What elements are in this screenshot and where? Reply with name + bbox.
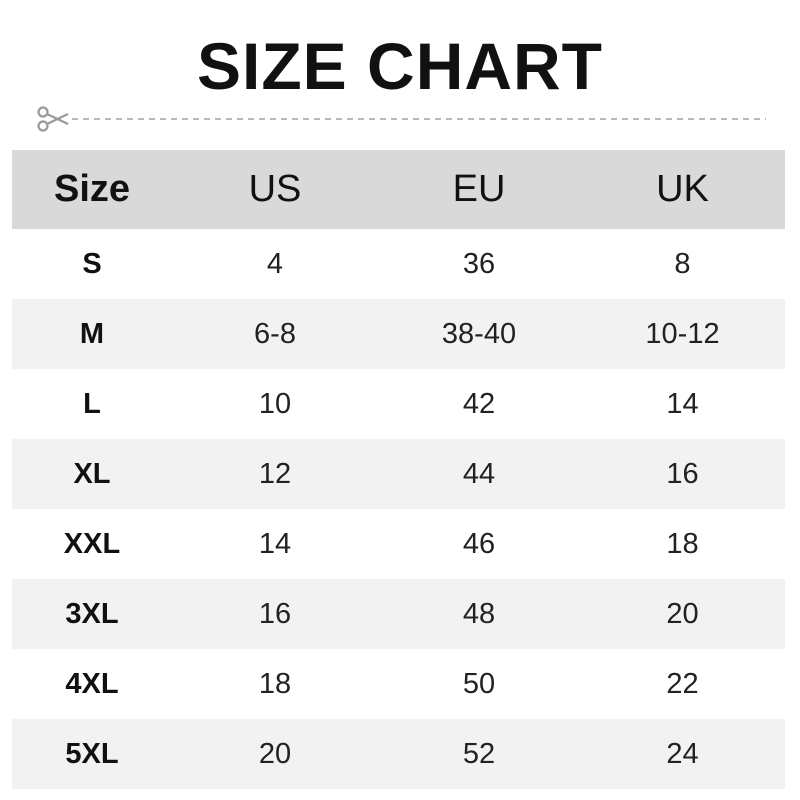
page-title: SIZE CHART bbox=[197, 29, 603, 103]
cell-us: 4 bbox=[266, 247, 284, 280]
cell-size: L bbox=[83, 387, 101, 420]
cell-eu: 46 bbox=[462, 527, 496, 560]
table-row: 5XL 20 52 24 bbox=[12, 719, 785, 789]
cell-uk: 18 bbox=[666, 527, 699, 560]
cell-us: 16 bbox=[258, 597, 292, 630]
cell-us: 14 bbox=[258, 527, 292, 560]
cell-us: 12 bbox=[258, 457, 292, 490]
table-row: 3XL 16 48 20 bbox=[12, 579, 785, 649]
cell-eu: 38-40 bbox=[441, 317, 517, 350]
cut-line bbox=[36, 106, 766, 132]
cell-size: XXL bbox=[63, 527, 121, 560]
cell-eu: 50 bbox=[462, 667, 496, 700]
table-header-row: Size US EU UK bbox=[12, 150, 785, 229]
table-row: M 6-8 38-40 10-12 bbox=[12, 299, 785, 369]
table-row: L 10 42 14 bbox=[12, 369, 785, 439]
cell-us: 18 bbox=[258, 667, 292, 700]
table-row: XL 12 44 16 bbox=[12, 439, 785, 509]
size-table: Size US EU UK S 4 36 8 M 6-8 38-40 10-12 L 10 42 14… bbox=[12, 150, 785, 789]
cell-size: 5XL bbox=[65, 737, 119, 770]
table-row: XXL 14 46 18 bbox=[12, 509, 785, 579]
cell-uk: 10-12 bbox=[645, 317, 720, 350]
header-uk: UK bbox=[656, 168, 709, 210]
cell-size: 4XL bbox=[65, 667, 119, 700]
cell-uk: 16 bbox=[666, 457, 699, 490]
cell-eu: 48 bbox=[462, 597, 496, 630]
cell-eu: 44 bbox=[462, 457, 496, 490]
cell-size: XL bbox=[73, 457, 111, 490]
cell-us: 10 bbox=[258, 387, 292, 420]
cell-uk: 20 bbox=[666, 597, 699, 630]
cell-uk: 14 bbox=[666, 387, 699, 420]
cell-size: M bbox=[79, 317, 105, 350]
table-row: S 4 36 8 bbox=[12, 229, 785, 299]
cell-eu: 36 bbox=[462, 247, 496, 280]
cell-size: S bbox=[82, 247, 102, 280]
cell-us: 6-8 bbox=[254, 317, 296, 350]
header-size: Size bbox=[53, 168, 131, 210]
cell-uk: 24 bbox=[666, 737, 699, 770]
header-us: US bbox=[248, 168, 302, 210]
cell-us: 20 bbox=[258, 737, 292, 770]
scissors-icon bbox=[37, 106, 69, 132]
cell-eu: 52 bbox=[462, 737, 496, 770]
table-row: 4XL 18 50 22 bbox=[12, 649, 785, 719]
cell-size: 3XL bbox=[65, 597, 119, 630]
cell-uk: 8 bbox=[674, 247, 691, 280]
cell-eu: 42 bbox=[462, 387, 496, 420]
cell-uk: 22 bbox=[666, 667, 699, 700]
header-eu: EU bbox=[452, 168, 506, 210]
